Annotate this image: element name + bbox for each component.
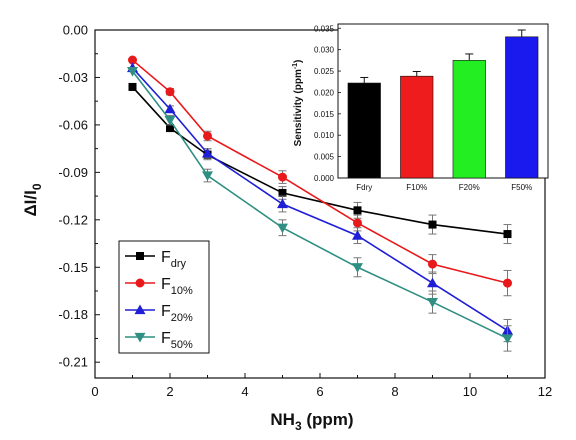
legend-marker: [134, 304, 146, 315]
data-point: [166, 124, 174, 133]
data-point: [352, 263, 363, 273]
legend-label: Fdry: [161, 249, 187, 270]
data-point: [202, 147, 213, 158]
data-point: [353, 218, 362, 228]
data-point: [278, 172, 287, 182]
inset-y-tick-label: 0.005: [314, 153, 335, 162]
inset-y-tick-label: 0.035: [314, 24, 335, 33]
x-tick-label: 2: [166, 384, 173, 399]
data-point: [165, 87, 175, 97]
legend-entry-dry: Fdry: [125, 249, 187, 270]
y-tick-label: -0.15: [58, 260, 88, 275]
bar-F10%: [400, 75, 434, 179]
data-point: [502, 334, 513, 344]
x-tick-label: 10: [463, 384, 477, 399]
legend-marker: [134, 332, 146, 343]
legend-entry-10%: F10%: [125, 276, 193, 297]
legend-label: F20%: [161, 303, 193, 324]
y-tick-label: -0.21: [58, 355, 88, 370]
legend-label: F10%: [161, 276, 193, 297]
inset-y-tick-label: 0.000: [314, 174, 335, 183]
inset-y-axis-label: Sensitivity (ppm-1): [292, 60, 304, 147]
x-tick-label: 8: [391, 384, 398, 399]
inset-y-tick-label: 0.025: [314, 67, 335, 76]
data-point: [428, 220, 437, 229]
x-axis-label: NH3 (ppm): [270, 410, 353, 433]
inset-y-tick-label: 0.020: [314, 88, 335, 97]
inset-bar-chart: Fdry F10% F20% F50% 0.000 0.005 0.010 0.015 0.02…: [292, 23, 549, 192]
y-tick-label: -0.12: [58, 212, 88, 227]
inset-y-tick-label: 0.010: [314, 131, 335, 140]
data-point: [277, 198, 288, 209]
y-tick-label: -0.18: [58, 307, 88, 322]
y-axis-label: ΔI/I0: [21, 183, 44, 216]
data-point: [202, 171, 213, 182]
data-point: [203, 131, 212, 141]
legend: Fdry F10% F20% F50%: [118, 240, 210, 354]
series-50%: [127, 67, 513, 352]
y-tick-label: -0.09: [58, 165, 88, 180]
data-point: [164, 116, 176, 126]
bar-F20%: [452, 60, 486, 179]
series-dry: [128, 82, 512, 245]
data-point: [277, 223, 288, 234]
data-point: [428, 259, 437, 269]
legend-box: [118, 240, 210, 354]
data-point: [352, 230, 363, 240]
inset-category-label: Fdry: [356, 183, 372, 192]
legend-marker: [136, 252, 144, 260]
x-tick-label: 0: [91, 384, 98, 399]
inset-y-tick-label: 0.030: [314, 46, 335, 55]
data-point: [128, 82, 137, 91]
bar-Fdry: [347, 82, 381, 179]
inset-category-label: F20%: [459, 183, 480, 192]
bar-F50%: [505, 36, 539, 179]
x-tick-label: 4: [241, 384, 248, 399]
data-point: [128, 55, 137, 65]
legend-marker: [135, 278, 145, 288]
y-tick-label: -0.03: [58, 70, 88, 85]
y-tick-label: 0.00: [63, 23, 88, 38]
inset-category-label: F50%: [511, 183, 532, 192]
x-tick-label: 12: [538, 384, 552, 399]
y-tick-label: -0.06: [58, 117, 88, 132]
inset-y-tick-label: 0.015: [314, 110, 335, 119]
data-point: [427, 277, 438, 288]
series-10%: [128, 55, 512, 297]
data-point: [278, 188, 287, 197]
legend-entry-50%: F50%: [125, 330, 193, 351]
main-line-chart: 0 2 4 6 8 10 12 0.00 -0.03 -0.06 -0.09 -0.12 -0.15 -0…: [21, 23, 552, 434]
legend-label: F50%: [161, 330, 193, 351]
data-point: [503, 230, 512, 239]
data-point: [127, 67, 138, 77]
data-point: [164, 103, 176, 114]
inset-category-label: F10%: [406, 183, 427, 192]
x-tick-label: 6: [316, 384, 323, 399]
legend-entry-20%: F20%: [125, 303, 193, 324]
data-point: [427, 297, 438, 308]
data-point: [353, 206, 362, 215]
data-point: [503, 278, 512, 288]
